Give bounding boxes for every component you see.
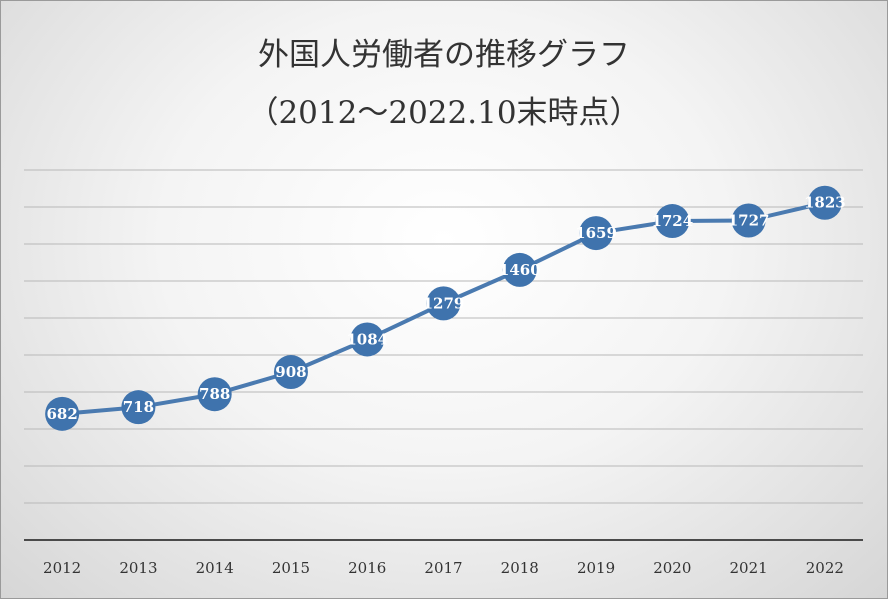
data-point <box>350 322 385 357</box>
data-label: 1460 <box>499 261 541 279</box>
data-point <box>731 203 766 238</box>
series <box>45 185 842 431</box>
data-point <box>579 216 614 251</box>
data-label: 908 <box>275 363 306 381</box>
x-tick-label: 2019 <box>577 559 615 577</box>
data-point <box>426 286 461 321</box>
x-tick-label: 2015 <box>272 559 310 577</box>
chart-title-line-2: （2012～2022.10末時点） <box>247 95 641 131</box>
x-tick-label: 2022 <box>806 559 844 577</box>
x-tick-label: 2014 <box>196 559 234 577</box>
x-tick-label: 2012 <box>43 559 81 577</box>
data-point <box>273 355 308 390</box>
data-label: 1659 <box>575 224 617 242</box>
data-point <box>655 204 690 239</box>
data-point <box>121 390 156 425</box>
x-tick-label: 2016 <box>348 559 386 577</box>
x-tick-label: 2020 <box>653 559 691 577</box>
gridlines <box>24 169 863 504</box>
x-tick-label: 2017 <box>424 559 462 577</box>
data-point <box>45 396 80 431</box>
data-label: 1279 <box>423 294 465 312</box>
data-point <box>807 185 842 220</box>
data-label: 1727 <box>728 212 770 230</box>
x-tick-label: 2021 <box>729 559 767 577</box>
x-tick-label: 2013 <box>119 559 157 577</box>
x-axis: 2012 2013 2014 2015 2016 2017 2018 2019 2020 2021… <box>24 539 863 577</box>
x-tick-label: 2018 <box>501 559 539 577</box>
chart-title: 外国人労働者の推移グラフ （2012～2022.10末時点） <box>0 26 888 142</box>
data-label: 788 <box>199 385 230 403</box>
data-label: 1823 <box>804 194 846 212</box>
data-label: 1084 <box>346 330 388 348</box>
data-point <box>197 377 232 412</box>
data-label: 718 <box>123 398 154 416</box>
data-label: 682 <box>46 405 77 423</box>
data-labels: 682 718 788 908 1084 1279 1460 1659 1724 1727 1823 <box>46 194 845 423</box>
data-label: 1724 <box>651 212 693 230</box>
chart-title-line-1: 外国人労働者の推移グラフ <box>258 37 630 73</box>
data-point <box>502 252 537 287</box>
